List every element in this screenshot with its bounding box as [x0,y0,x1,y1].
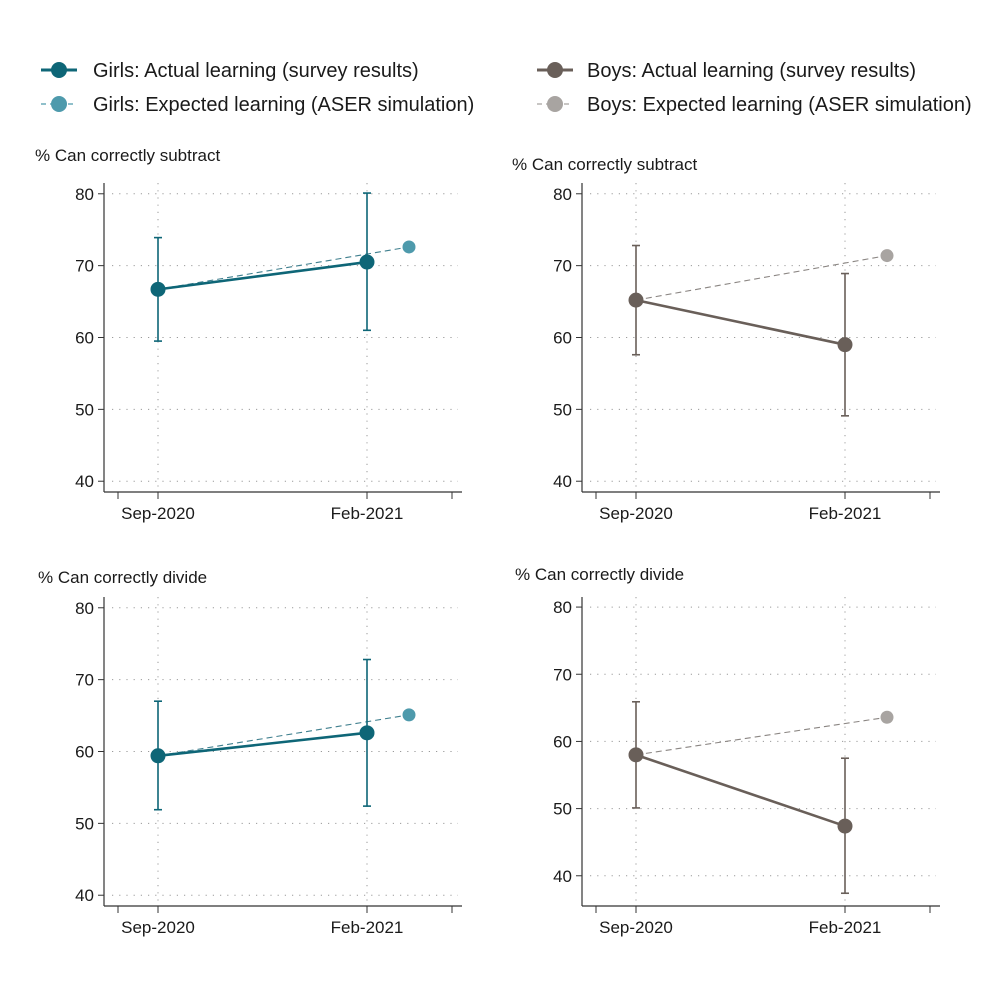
panel-4: % Can correctly divide 40 50 60 70 80 Sep-2020… [515,565,940,937]
actual-line [157,731,368,758]
expected-point [402,240,416,254]
legend-label-girls-actual: Girls: Actual learning (survey results) [93,60,419,82]
legend-marker-girls-actual [51,62,67,78]
panel-1: % Can correctly subtract 40 50 60 70 80 Sep-20… [35,146,462,523]
y-tick-label: 50 [553,400,572,419]
y-tick-label: 50 [553,800,572,819]
y-tick-label: 70 [75,257,94,276]
x-tick-label: Sep-2020 [599,504,673,523]
x-tick-label: Feb-2021 [331,918,404,937]
y-tick-label: 80 [75,185,94,204]
legend-item-boys-actual: Boys: Actual learning (survey results) [537,60,916,82]
panel-title: % Can correctly subtract [512,155,697,174]
actual-line [635,298,846,346]
legend-marker-girls-expected [51,96,67,112]
panel-title: % Can correctly divide [38,568,207,587]
y-tick-label: 60 [553,732,572,751]
y-tick-label: 80 [75,599,94,618]
y-tick-label: 80 [553,185,572,204]
y-tick-label: 40 [75,472,94,491]
y-tick-label: 70 [553,257,572,276]
y-tick-label: 50 [75,400,94,419]
y-tick-label: 70 [75,671,94,690]
legend-label-boys-expected: Boys: Expected learning (ASER simulation… [587,94,972,116]
actual-point [837,818,853,834]
actual-line [635,753,846,828]
expected-trend-line [635,255,888,301]
chart-panels: % Can correctly subtract 40 50 60 70 80 Sep-20… [35,146,940,937]
expected-point [880,710,894,724]
legend-item-girls-expected: Girls: Expected learning (ASER simulatio… [41,94,474,116]
actual-line [157,260,368,291]
expected-trend-line [635,716,888,756]
x-tick-label: Sep-2020 [121,918,195,937]
legend-item-boys-expected: Boys: Expected learning (ASER simulation… [537,94,972,116]
legend-item-girls-actual: Girls: Actual learning (survey results) [41,60,419,82]
actual-point [837,337,853,353]
x-tick-label: Feb-2021 [331,504,404,523]
x-tick-label: Sep-2020 [121,504,195,523]
actual-point [150,281,166,297]
panel-3: % Can correctly divide 40 50 60 70 80 Sep-2020… [38,568,462,937]
legend-label-boys-actual: Boys: Actual learning (survey results) [587,60,916,82]
x-tick-label: Sep-2020 [599,918,673,937]
expected-point [880,249,894,263]
y-tick-label: 60 [75,329,94,348]
actual-point [359,725,375,741]
y-tick-label: 80 [553,598,572,617]
y-tick-label: 60 [553,329,572,348]
panel-title: % Can correctly subtract [35,146,220,165]
actual-point [628,292,644,308]
legend-marker-boys-expected [547,96,563,112]
actual-point [359,254,375,270]
y-tick-label: 40 [553,867,572,886]
legend: Girls: Actual learning (survey results) … [41,60,972,116]
panel-title: % Can correctly divide [515,565,684,584]
x-tick-label: Feb-2021 [809,918,882,937]
y-tick-label: 40 [553,472,572,491]
actual-point [150,748,166,764]
actual-point [628,747,644,763]
y-tick-label: 40 [75,886,94,905]
y-tick-label: 70 [553,665,572,684]
legend-marker-boys-actual [547,62,563,78]
y-tick-label: 50 [75,814,94,833]
y-tick-label: 60 [75,743,94,762]
panel-2: % Can correctly subtract 40 50 60 70 80 Sep-20… [512,155,940,523]
legend-label-girls-expected: Girls: Expected learning (ASER simulatio… [93,94,474,116]
x-tick-label: Feb-2021 [809,504,882,523]
expected-point [402,708,416,722]
